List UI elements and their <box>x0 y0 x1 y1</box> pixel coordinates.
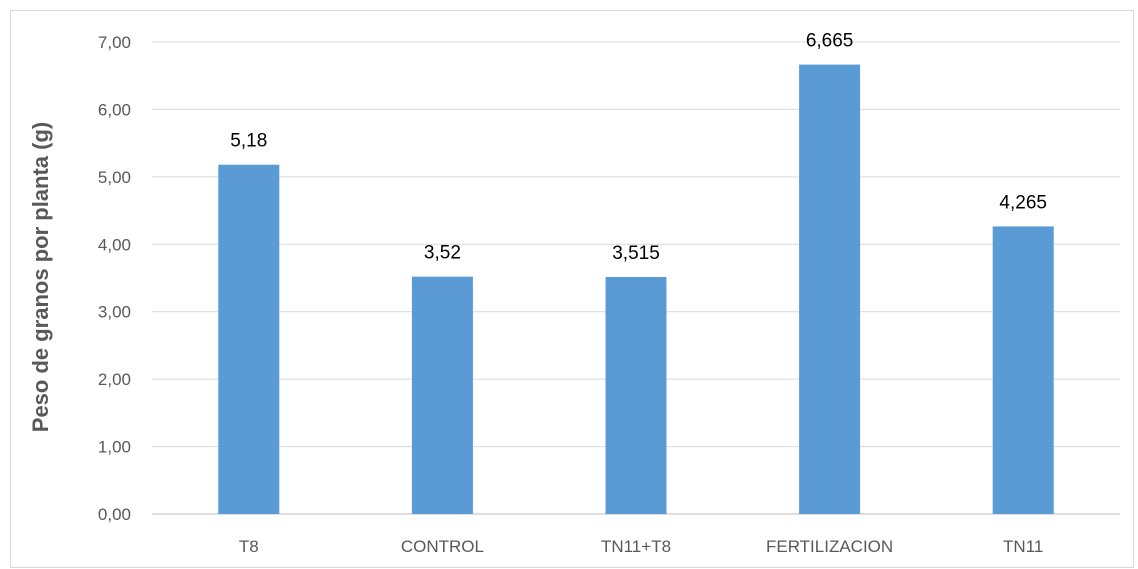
bars <box>218 64 1054 515</box>
y-tick-label: 0,00 <box>98 505 131 524</box>
data-label: 3,52 <box>424 243 461 264</box>
y-tick-label: 6,00 <box>98 100 131 119</box>
y-tick-label: 7,00 <box>98 33 131 52</box>
x-tick-label: T8 <box>239 537 259 556</box>
data-label: 3,515 <box>612 243 660 264</box>
y-axis-title: Peso de granos por planta (g) <box>28 122 53 432</box>
x-tick-label: TN11 <box>1003 537 1043 556</box>
x-tick-label: FERTILIZACION <box>766 537 893 556</box>
bar-tn11 <box>992 226 1054 514</box>
bar-fertilizacion <box>799 64 861 515</box>
data-label: 6,665 <box>806 31 854 52</box>
data-label: 5,18 <box>230 131 267 152</box>
gridlines <box>152 41 1120 515</box>
x-tick-label: CONTROL <box>401 537 484 556</box>
y-tick-label: 4,00 <box>98 235 131 254</box>
y-tick-label: 5,00 <box>98 168 131 187</box>
y-tick-label: 3,00 <box>98 303 131 322</box>
x-tick-label: TN11+T8 <box>601 537 671 556</box>
chart-frame <box>10 10 1134 568</box>
y-tick-label: 1,00 <box>98 438 131 457</box>
bar-control <box>411 276 473 514</box>
y-tick-labels: 0,00 1,00 2,00 3,00 4,00 5,00 6,00 7,00 <box>98 33 131 524</box>
data-label: 4,265 <box>999 192 1047 213</box>
data-labels: 5,18 3,52 3,515 6,665 4,265 <box>230 31 1047 264</box>
x-tick-labels: T8 CONTROL TN11+T8 FERTILIZACION TN11 <box>239 537 1043 556</box>
bar-t8 <box>218 164 280 514</box>
y-tick-label: 2,00 <box>98 370 131 389</box>
bar-tn11-t8 <box>605 276 667 514</box>
